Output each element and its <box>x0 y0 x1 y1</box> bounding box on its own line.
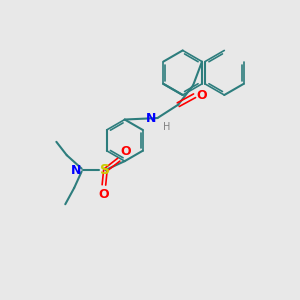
Text: O: O <box>99 188 109 201</box>
Text: S: S <box>100 163 110 177</box>
Text: N: N <box>146 112 156 124</box>
Text: O: O <box>120 145 131 158</box>
Text: O: O <box>196 89 207 102</box>
Text: N: N <box>71 164 82 177</box>
Text: H: H <box>163 122 170 132</box>
